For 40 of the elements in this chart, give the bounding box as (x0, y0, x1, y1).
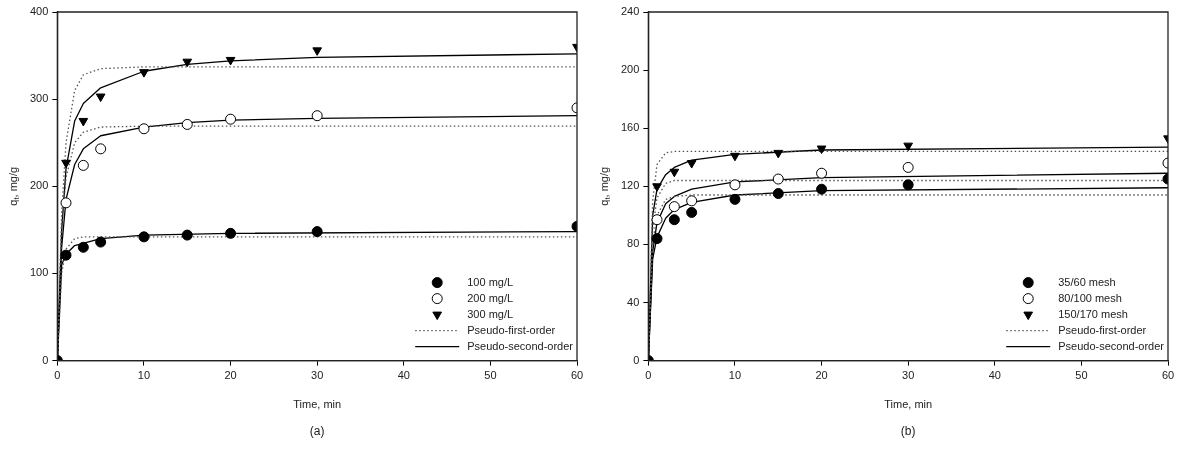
x-tick-label: 40 (397, 369, 410, 382)
legend-label: Pseudo-first-order (467, 323, 556, 336)
x-tick-label: 60 (1161, 369, 1175, 382)
y-tick-label: 0 (42, 353, 49, 366)
y-tick-label: 120 (620, 179, 640, 192)
x-tick-label: 20 (815, 369, 828, 382)
y-tick-label: 240 (620, 5, 640, 18)
legend-label: Pseudo-first-order (1058, 323, 1147, 336)
x-tick-label: 10 (137, 369, 151, 382)
x-tick-label: 30 (902, 369, 915, 382)
y-tick-label: 80 (627, 237, 640, 250)
y-tick-label: 100 (29, 266, 49, 279)
y-tick-label: 200 (29, 179, 49, 192)
y-tick-label: 200 (620, 63, 640, 76)
y-tick-label: 0 (633, 353, 640, 366)
legend-label: 150/170 mesh (1058, 307, 1128, 320)
x-tick-label: 10 (728, 369, 742, 382)
x-tick-label: 0 (54, 369, 61, 382)
x-axis-title: Time, min (293, 398, 342, 411)
x-axis-title: Time, min (884, 398, 933, 411)
legend-label: Pseudo-second-order (467, 339, 574, 352)
text: (a) (309, 424, 325, 439)
x-tick-label: 40 (988, 369, 1001, 382)
legend-label: 80/100 mesh (1058, 291, 1122, 304)
legend-label: 300 mg/L (467, 307, 514, 320)
x-tick-label: 20 (224, 369, 237, 382)
y-tick-label: 40 (627, 295, 640, 308)
legend-label: 100 mg/L (467, 275, 514, 288)
y-tick-label: 160 (620, 121, 640, 134)
x-tick-label: 0 (645, 369, 652, 382)
legend-label: 35/60 mesh (1058, 275, 1116, 288)
y-tick-label: 300 (29, 92, 49, 105)
text: (b) (900, 424, 916, 439)
x-tick-label: 50 (1075, 369, 1088, 382)
legend-label: 200 mg/L (467, 291, 514, 304)
y-tick-label: 400 (29, 5, 49, 18)
x-tick-label: 60 (570, 369, 584, 382)
x-tick-label: 50 (484, 369, 497, 382)
x-tick-label: 30 (311, 369, 324, 382)
legend-label: Pseudo-second-order (1058, 339, 1165, 352)
